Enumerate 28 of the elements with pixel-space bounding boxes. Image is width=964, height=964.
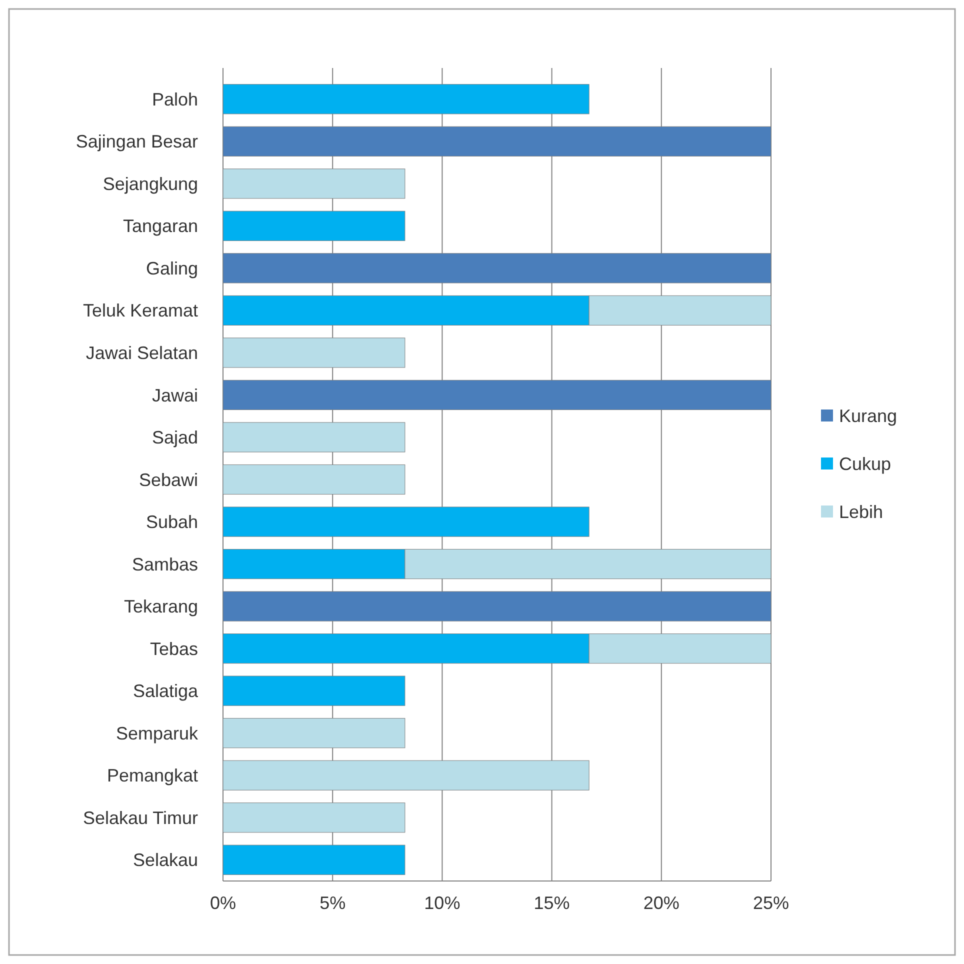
y-tick-label: Sebawi: [138, 470, 198, 490]
y-tick-label: Pemangkat: [106, 766, 198, 786]
y-tick-label: Galing: [146, 258, 198, 278]
x-tick-label: 20%: [643, 893, 680, 913]
y-tick-label: Sajad: [152, 428, 198, 448]
y-tick-label: Tebas: [150, 638, 198, 659]
x-tick-label: 10%: [424, 893, 460, 913]
y-tick-label: Selakau: [132, 850, 198, 870]
y-tick-label: Tekarang: [124, 596, 198, 617]
x-tick-label: 15%: [534, 893, 570, 913]
y-tick-label: Sajingan Besar: [76, 132, 198, 152]
x-tick-label: 25%: [752, 893, 790, 913]
y-tick-label: Jawai Selatan: [86, 343, 198, 364]
y-tick-label: Salatiga: [132, 681, 199, 702]
y-tick-label: Jawai: [152, 385, 198, 406]
y-tick-label: Selakau Timur: [82, 808, 198, 828]
y-tick-label: Tangaran: [122, 216, 198, 236]
y-tick-label: Teluk Keramat: [82, 300, 198, 321]
legend-label: Lebih: [839, 502, 884, 522]
legend-label: Kurang: [839, 406, 898, 426]
y-tick-label: Subah: [146, 512, 198, 532]
y-tick-label: Sambas: [132, 554, 198, 574]
legend-label: Cukup: [839, 454, 892, 474]
y-tick-label: Semparuk: [116, 723, 199, 744]
y-tick-label: Sejangkung: [102, 174, 198, 194]
y-tick-label: Paloh: [152, 89, 198, 110]
x-tick-label: 0%: [210, 893, 236, 913]
x-tick-label: 5%: [320, 893, 346, 913]
